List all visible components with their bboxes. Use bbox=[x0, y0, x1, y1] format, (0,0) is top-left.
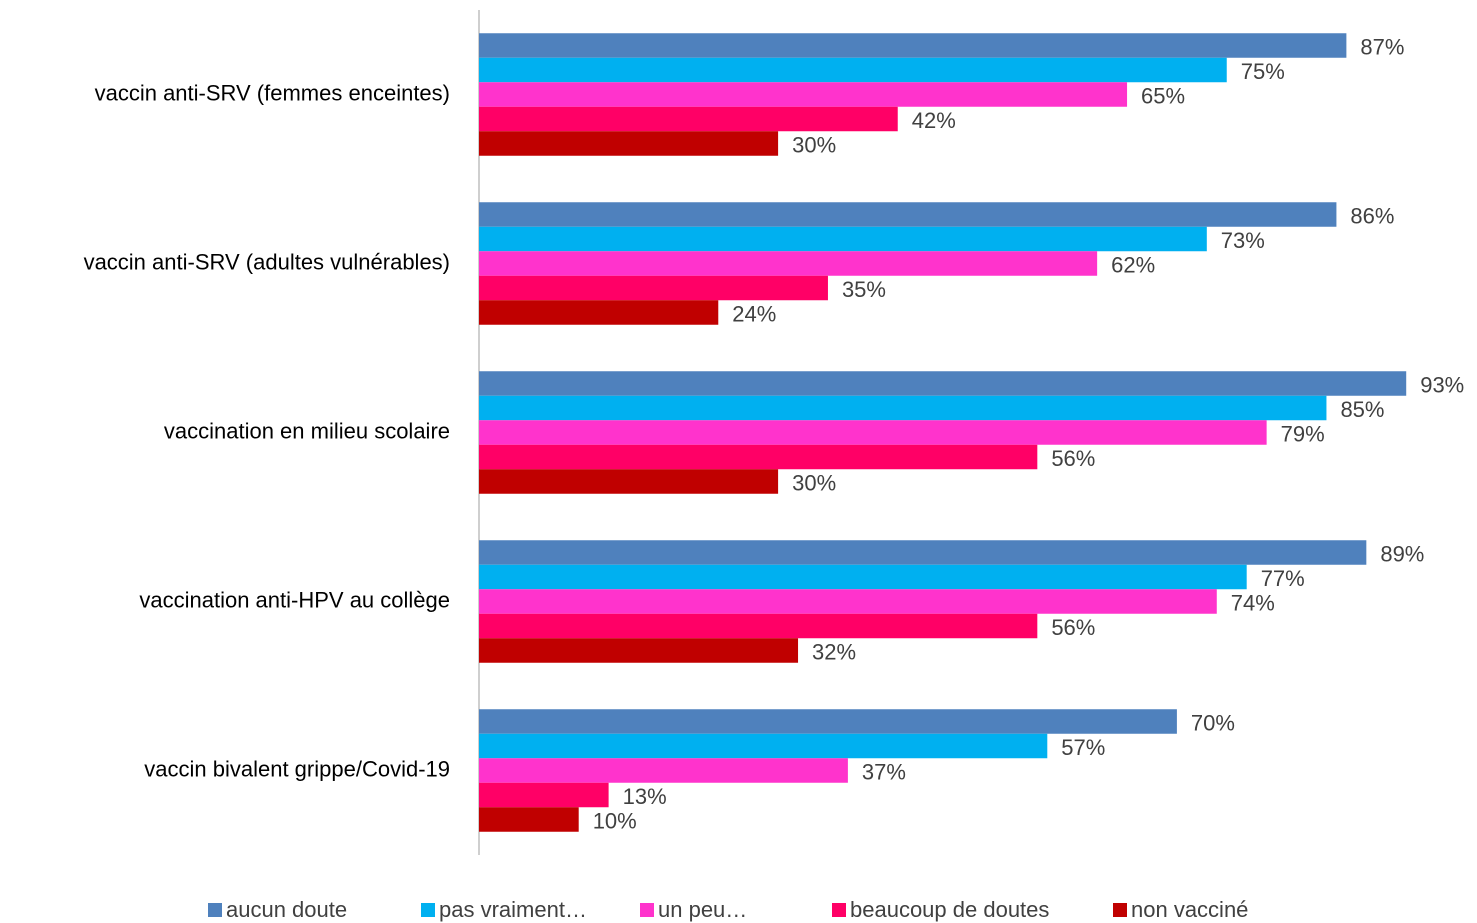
bar bbox=[479, 202, 1337, 227]
value-label: 30% bbox=[792, 132, 836, 157]
value-label: 93% bbox=[1420, 372, 1464, 397]
value-label: 10% bbox=[593, 808, 637, 833]
value-label: 86% bbox=[1350, 203, 1394, 228]
value-label: 85% bbox=[1340, 397, 1384, 422]
legend-swatch bbox=[832, 903, 846, 917]
bar bbox=[479, 57, 1227, 83]
value-label: 56% bbox=[1051, 615, 1095, 640]
value-label: 77% bbox=[1261, 566, 1305, 591]
value-label: 35% bbox=[842, 277, 886, 302]
bar bbox=[479, 469, 779, 494]
bar bbox=[479, 33, 1347, 58]
bar bbox=[479, 106, 898, 132]
legend-label: un peu… bbox=[658, 897, 747, 922]
bar bbox=[479, 589, 1217, 614]
value-label: 13% bbox=[623, 784, 667, 809]
legend-swatch bbox=[1113, 903, 1127, 917]
value-label: 24% bbox=[732, 301, 776, 326]
bar bbox=[479, 275, 828, 301]
value-label: 62% bbox=[1111, 252, 1155, 277]
bar bbox=[479, 709, 1177, 734]
value-label: 65% bbox=[1141, 83, 1185, 108]
value-label: 42% bbox=[912, 108, 956, 133]
bar bbox=[479, 638, 799, 663]
legend-swatch bbox=[208, 903, 222, 917]
bar bbox=[479, 807, 579, 832]
bar bbox=[479, 758, 848, 783]
legend-swatch bbox=[421, 903, 435, 917]
bar bbox=[479, 131, 779, 156]
category-label: vaccin anti-SRV (adultes vulnérables) bbox=[84, 249, 450, 274]
bar bbox=[479, 420, 1267, 445]
bar bbox=[479, 782, 609, 808]
value-label: 89% bbox=[1380, 541, 1424, 566]
value-label: 37% bbox=[862, 759, 906, 784]
bar bbox=[479, 613, 1038, 639]
category-label: vaccin bivalent grippe/Covid-19 bbox=[144, 756, 450, 781]
bar bbox=[479, 395, 1327, 421]
legend-label: aucun doute bbox=[226, 897, 347, 922]
value-label: 30% bbox=[792, 470, 836, 495]
category-label: vaccination anti-HPV au collège bbox=[139, 587, 450, 612]
value-label: 56% bbox=[1051, 446, 1095, 471]
value-label: 75% bbox=[1241, 59, 1285, 84]
bar bbox=[479, 226, 1207, 252]
category-label: vaccin anti-SRV (femmes enceintes) bbox=[95, 80, 450, 105]
value-label: 32% bbox=[812, 639, 856, 664]
bar bbox=[479, 371, 1407, 396]
bar bbox=[479, 733, 1048, 759]
bar bbox=[479, 564, 1247, 590]
bar bbox=[479, 540, 1367, 565]
legend-label: beaucoup de doutes bbox=[850, 897, 1049, 922]
legend-label: pas vraiment… bbox=[439, 897, 587, 922]
bar bbox=[479, 444, 1038, 470]
bar bbox=[479, 82, 1128, 107]
legend-swatch bbox=[640, 903, 654, 917]
value-label: 70% bbox=[1191, 710, 1235, 735]
bar bbox=[479, 300, 719, 325]
category-label: vaccination en milieu scolaire bbox=[164, 418, 450, 443]
bar bbox=[479, 251, 1098, 276]
value-label: 87% bbox=[1360, 34, 1404, 59]
value-label: 57% bbox=[1061, 735, 1105, 760]
legend-label: non vacciné bbox=[1131, 897, 1248, 922]
value-label: 73% bbox=[1221, 228, 1265, 253]
value-label: 79% bbox=[1281, 421, 1325, 446]
value-label: 74% bbox=[1231, 590, 1275, 615]
